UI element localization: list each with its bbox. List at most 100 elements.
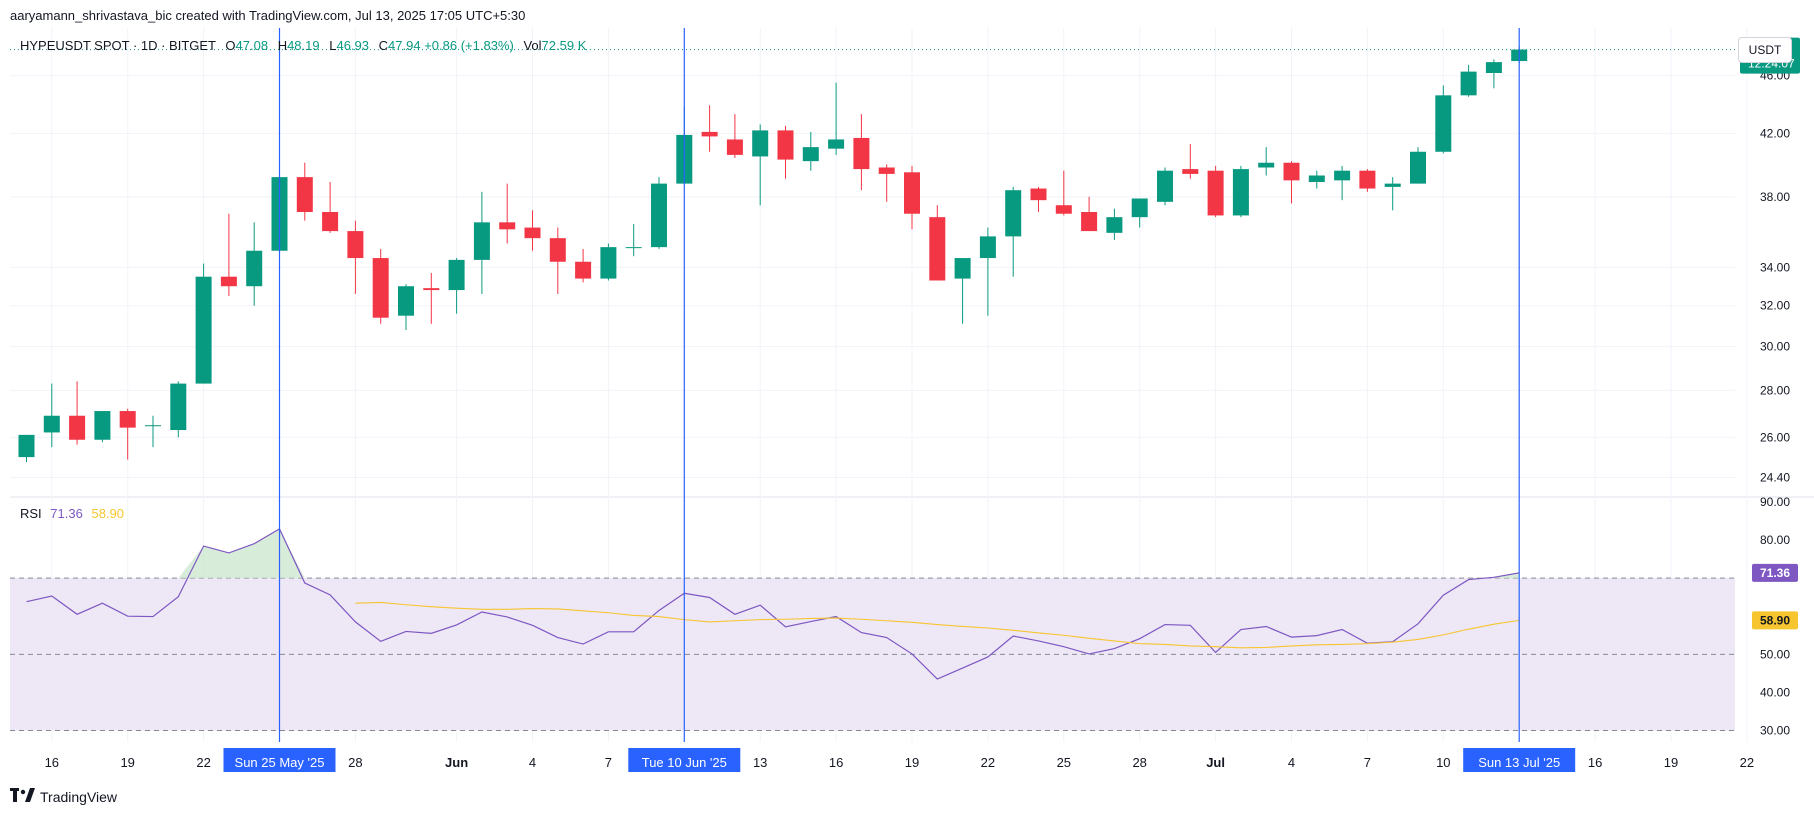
candle-body <box>701 131 718 137</box>
time-tick-label: 4 <box>1288 755 1295 770</box>
time-tick-label: 22 <box>1740 755 1754 770</box>
time-highlight-label: Tue 10 Jun '25 <box>642 755 727 770</box>
candle <box>726 114 743 159</box>
symbol-legend[interactable]: HYPEUSDT SPOT · 1D · BITGET O47.08 H48.1… <box>20 38 586 53</box>
candle-body <box>1359 170 1376 189</box>
candle-body <box>1005 190 1022 237</box>
candle <box>1055 170 1072 216</box>
rsi-overbought-fill <box>26 528 1520 579</box>
candle <box>1081 196 1098 232</box>
time-highlight-label: Sun 13 Jul '25 <box>1478 755 1560 770</box>
candle <box>94 411 111 443</box>
candle-body <box>802 147 819 162</box>
candles[interactable] <box>18 46 1528 463</box>
candle <box>1384 177 1401 211</box>
time-tick-label: 25 <box>1057 755 1071 770</box>
candle-body <box>651 183 667 248</box>
price-tick-label: 24.40 <box>1760 471 1790 485</box>
candle <box>802 131 819 171</box>
volume-key: Vol <box>523 38 542 53</box>
time-tick-label: 28 <box>1132 755 1146 770</box>
price-tick-label: 28.00 <box>1760 383 1790 397</box>
candle-body <box>878 167 895 174</box>
candle-body <box>423 288 440 291</box>
candle <box>853 114 870 191</box>
candle-body <box>575 261 592 279</box>
footer-branding[interactable]: TradingView <box>10 788 117 806</box>
candle <box>170 381 187 438</box>
change-value: +0.86 (+1.83%) <box>424 38 514 53</box>
time-highlight-badge: Sun 13 Jul '25 <box>1463 748 1576 772</box>
rsi-name: RSI <box>20 506 42 521</box>
candle-body <box>398 286 414 316</box>
candle-body <box>904 172 920 214</box>
candle <box>145 415 161 448</box>
rsi-ma-line <box>355 601 1520 649</box>
time-tick-label: Jun <box>445 755 468 770</box>
currency-button[interactable]: USDT <box>1738 37 1792 63</box>
candle-body <box>600 247 617 279</box>
price-tick-label: 38.00 <box>1760 190 1790 204</box>
candle-body <box>246 250 263 287</box>
price-tick-label: 32.00 <box>1760 299 1790 313</box>
candle <box>322 181 339 233</box>
candle-body <box>1435 95 1452 152</box>
rsi-band-fill <box>10 578 1735 731</box>
candle <box>372 248 389 324</box>
candle-body <box>69 415 86 440</box>
candle-body <box>1106 217 1123 233</box>
candle <box>499 183 516 244</box>
candle <box>43 383 60 448</box>
candle <box>1283 161 1300 204</box>
candle-body <box>322 212 339 232</box>
candle-body <box>296 177 313 213</box>
time-tick-label: 22 <box>196 755 210 770</box>
rsi-ma-value-badge: 58.90 <box>1752 611 1798 630</box>
candle-body <box>828 139 845 149</box>
low-key: L <box>329 38 337 53</box>
candle <box>777 125 794 179</box>
candle <box>651 177 667 249</box>
candle <box>979 227 996 316</box>
rsi-value-badge-bg <box>1752 563 1798 582</box>
candle-body <box>1384 183 1401 187</box>
price-tick-label: 26.00 <box>1760 430 1790 444</box>
open-key: O <box>225 38 236 53</box>
candle <box>1232 165 1249 218</box>
candle <box>347 220 364 294</box>
candle-body <box>726 139 743 155</box>
candle <box>1131 198 1148 228</box>
rsi-pane <box>10 528 1735 731</box>
time-highlight-badge: Tue 10 Jun '25 <box>628 748 741 772</box>
time-tick-label: 4 <box>529 755 536 770</box>
rsi-line <box>26 528 1520 680</box>
candle <box>1359 169 1376 192</box>
candle <box>1258 147 1275 176</box>
time-tick-label: 19 <box>120 755 134 770</box>
candle-body <box>1308 175 1325 182</box>
time-tick-label: 19 <box>905 755 919 770</box>
rsi-legend[interactable]: RSI 71.36 58.90 <box>20 506 124 521</box>
candle-body <box>1410 151 1426 184</box>
candle-body <box>43 415 60 433</box>
candle-body <box>979 236 996 259</box>
candle-body <box>195 276 212 384</box>
time-tick-label: 13 <box>753 755 767 770</box>
candle-body <box>1485 62 1502 73</box>
candle <box>69 381 86 445</box>
candle <box>752 124 769 206</box>
candle-body <box>524 227 541 239</box>
rsi-value-badge: 71.36 <box>1752 563 1798 582</box>
footer-brand-text: TradingView <box>40 789 118 805</box>
candle <box>119 408 136 460</box>
candle <box>1460 64 1477 97</box>
candle-body <box>1207 170 1224 216</box>
candle <box>929 205 946 281</box>
candle-body <box>777 130 794 160</box>
time-tick-label: 22 <box>981 755 995 770</box>
candle-body <box>752 130 769 157</box>
candle <box>1182 144 1199 179</box>
rsi-value-badge-text: 71.36 <box>1760 566 1790 580</box>
candle-body <box>549 238 566 262</box>
